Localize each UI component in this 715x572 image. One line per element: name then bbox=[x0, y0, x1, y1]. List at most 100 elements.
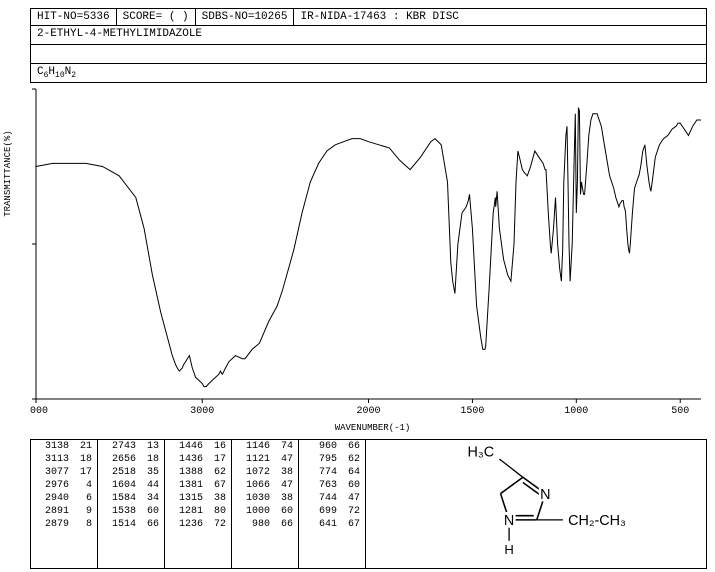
peak-wavenumber: 980 bbox=[232, 518, 273, 531]
peak-row: 138167 bbox=[165, 479, 231, 492]
peak-row: 107238 bbox=[232, 466, 298, 479]
molecule-area: NNHH₃CCH₂-CH₃ bbox=[366, 439, 707, 569]
peak-row: 313821 bbox=[31, 440, 97, 453]
peak-intensity: 18 bbox=[72, 453, 97, 466]
peak-column: 31382131131830771729764294062891928798 bbox=[31, 440, 98, 568]
peak-row: 103038 bbox=[232, 492, 298, 505]
peak-row: 96066 bbox=[299, 440, 365, 453]
peak-row: 29764 bbox=[31, 479, 97, 492]
peak-wavenumber: 1315 bbox=[165, 492, 206, 505]
peak-row: 143617 bbox=[165, 453, 231, 466]
peak-wavenumber: 763 bbox=[299, 479, 340, 492]
svg-text:N: N bbox=[540, 487, 550, 503]
peak-row: 311318 bbox=[31, 453, 97, 466]
peak-wavenumber: 2656 bbox=[98, 453, 139, 466]
peak-column: 1446161436171388621381671315381281801236… bbox=[165, 440, 232, 568]
peak-wavenumber: 1538 bbox=[98, 505, 139, 518]
peak-wavenumber: 1030 bbox=[232, 492, 273, 505]
peak-intensity: 66 bbox=[273, 518, 298, 531]
bottom-section: 3138213113183077172976429406289192879827… bbox=[30, 439, 707, 569]
peak-intensity: 47 bbox=[273, 479, 298, 492]
peak-wavenumber: 1584 bbox=[98, 492, 139, 505]
peak-intensity: 9 bbox=[72, 505, 97, 518]
peak-intensity: 66 bbox=[139, 518, 164, 531]
peak-intensity: 60 bbox=[273, 505, 298, 518]
peak-intensity: 72 bbox=[206, 518, 231, 531]
peak-wavenumber: 699 bbox=[299, 505, 340, 518]
peak-wavenumber: 1121 bbox=[232, 453, 273, 466]
peak-wavenumber: 2743 bbox=[98, 440, 139, 453]
peak-intensity: 38 bbox=[206, 492, 231, 505]
peak-row: 100060 bbox=[232, 505, 298, 518]
peak-row: 29406 bbox=[31, 492, 97, 505]
peak-intensity: 34 bbox=[139, 492, 164, 505]
peak-wavenumber: 1446 bbox=[165, 440, 206, 453]
peak-row: 76360 bbox=[299, 479, 365, 492]
peak-row: 74447 bbox=[299, 492, 365, 505]
peak-wavenumber: 774 bbox=[299, 466, 340, 479]
y-axis-label: TRANSMITTANCE(%) bbox=[3, 131, 13, 217]
peak-wavenumber: 1604 bbox=[98, 479, 139, 492]
peak-wavenumber: 2976 bbox=[31, 479, 72, 492]
svg-text:1500: 1500 bbox=[460, 406, 484, 417]
molecule-svg: NNHH₃CCH₂-CH₃ bbox=[366, 440, 706, 568]
peak-column: 96066795627746476360744476997264167 bbox=[299, 440, 365, 568]
formula: C6H10N2 bbox=[37, 66, 76, 78]
peak-intensity: 17 bbox=[206, 453, 231, 466]
peak-intensity: 13 bbox=[139, 440, 164, 453]
peak-intensity: 47 bbox=[340, 492, 365, 505]
peak-row: 123672 bbox=[165, 518, 231, 531]
peak-wavenumber: 1514 bbox=[98, 518, 139, 531]
peak-row: 144616 bbox=[165, 440, 231, 453]
peak-row: 77464 bbox=[299, 466, 365, 479]
peak-wavenumber: 795 bbox=[299, 453, 340, 466]
peak-wavenumber: 3077 bbox=[31, 466, 72, 479]
peak-intensity: 17 bbox=[72, 466, 97, 479]
peak-wavenumber: 2518 bbox=[98, 466, 139, 479]
peak-wavenumber: 1000 bbox=[232, 505, 273, 518]
peak-row: 158434 bbox=[98, 492, 164, 505]
peak-wavenumber: 1072 bbox=[232, 466, 273, 479]
peak-table: 3138213113183077172976429406289192879827… bbox=[30, 439, 366, 569]
peak-column: 1146741121471072381066471030381000609806… bbox=[232, 440, 299, 568]
peak-row: 160444 bbox=[98, 479, 164, 492]
ir-info-cell: IR-NIDA-17463 : KBR DISC bbox=[294, 9, 706, 25]
peak-intensity: 47 bbox=[273, 453, 298, 466]
peak-intensity: 38 bbox=[273, 492, 298, 505]
peak-row: 138862 bbox=[165, 466, 231, 479]
peak-row: 251835 bbox=[98, 466, 164, 479]
peak-row: 28798 bbox=[31, 518, 97, 531]
ir-spectrum-page: HIT-NO=5336 SCORE= ( ) SDBS-NO=10265 IR-… bbox=[0, 8, 715, 561]
peak-row: 106647 bbox=[232, 479, 298, 492]
peak-wavenumber: 960 bbox=[299, 440, 340, 453]
peak-intensity: 38 bbox=[273, 466, 298, 479]
peak-intensity: 44 bbox=[139, 479, 164, 492]
peak-wavenumber: 1281 bbox=[165, 505, 206, 518]
peak-wavenumber: 1436 bbox=[165, 453, 206, 466]
peak-row: 64167 bbox=[299, 518, 365, 531]
svg-text:4000: 4000 bbox=[30, 406, 48, 417]
peak-wavenumber: 1388 bbox=[165, 466, 206, 479]
peak-wavenumber: 1066 bbox=[232, 479, 273, 492]
peak-wavenumber: 744 bbox=[299, 492, 340, 505]
spectrum-svg: 05010040003000200015001000500 bbox=[30, 85, 707, 420]
peak-wavenumber: 1381 bbox=[165, 479, 206, 492]
peak-row: 98066 bbox=[232, 518, 298, 531]
peak-intensity: 6 bbox=[72, 492, 97, 505]
svg-text:3000: 3000 bbox=[190, 406, 214, 417]
compound-name-row: 2-ETHYL-4-METHYLIMIDAZOLE bbox=[30, 26, 707, 45]
formula-row: C6H10N2 bbox=[30, 64, 707, 83]
peak-row: 274313 bbox=[98, 440, 164, 453]
peak-row: 128180 bbox=[165, 505, 231, 518]
svg-text:N: N bbox=[504, 513, 514, 529]
peak-row: 79562 bbox=[299, 453, 365, 466]
peak-intensity: 66 bbox=[340, 440, 365, 453]
peak-row: 307717 bbox=[31, 466, 97, 479]
peak-intensity: 67 bbox=[340, 518, 365, 531]
peak-intensity: 16 bbox=[206, 440, 231, 453]
sdbs-no-cell: SDBS-NO=10265 bbox=[196, 9, 295, 25]
peak-row: 131538 bbox=[165, 492, 231, 505]
peak-row: 28919 bbox=[31, 505, 97, 518]
peak-wavenumber: 641 bbox=[299, 518, 340, 531]
peak-column: 2743132656182518351604441584341538601514… bbox=[98, 440, 165, 568]
